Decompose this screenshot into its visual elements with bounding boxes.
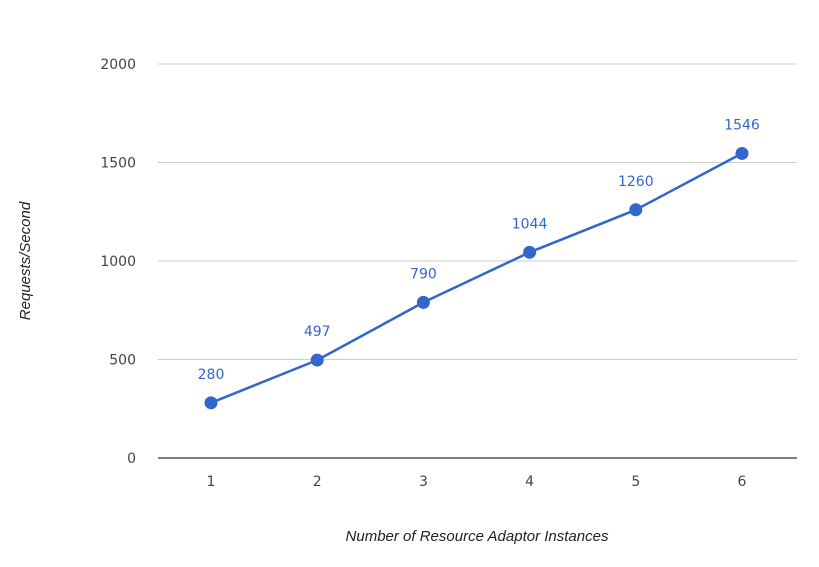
- data-label: 1260: [618, 174, 654, 190]
- x-axis-title: Number of Resource Adaptor Instances: [346, 528, 609, 545]
- data-points: [204, 146, 749, 410]
- y-axis-title: Requests/Second: [17, 201, 34, 320]
- data-label: 1546: [724, 117, 760, 133]
- y-tick-label: 0: [127, 451, 136, 467]
- data-point: [310, 353, 324, 367]
- data-point: [629, 203, 643, 217]
- data-point: [735, 146, 749, 160]
- x-tick-label: 4: [525, 474, 534, 490]
- x-tick-label: 3: [419, 474, 428, 490]
- data-point: [204, 396, 218, 410]
- y-tick-label: 500: [109, 353, 136, 369]
- data-label: 790: [410, 266, 437, 282]
- data-label: 1044: [512, 216, 548, 232]
- data-point: [523, 245, 537, 259]
- data-label: 497: [304, 324, 331, 340]
- x-tick-label: 1: [207, 474, 216, 490]
- series-line: [209, 152, 744, 405]
- y-axis-tick-labels: 0 500 1000 1500 2000: [100, 57, 136, 467]
- y-tick-label: 2000: [100, 57, 136, 73]
- x-tick-label: 5: [631, 474, 640, 490]
- data-label: 280: [198, 367, 225, 383]
- x-axis-tick-labels: 1 2 3 4 5 6: [207, 474, 747, 490]
- data-point: [416, 295, 430, 309]
- x-tick-label: 2: [313, 474, 322, 490]
- y-tick-label: 1500: [100, 156, 136, 172]
- y-tick-label: 1000: [100, 254, 136, 270]
- data-labels: 280 497 790 1044 1260 1546: [198, 117, 760, 382]
- x-tick-label: 6: [738, 474, 747, 490]
- gridlines: [158, 63, 797, 459]
